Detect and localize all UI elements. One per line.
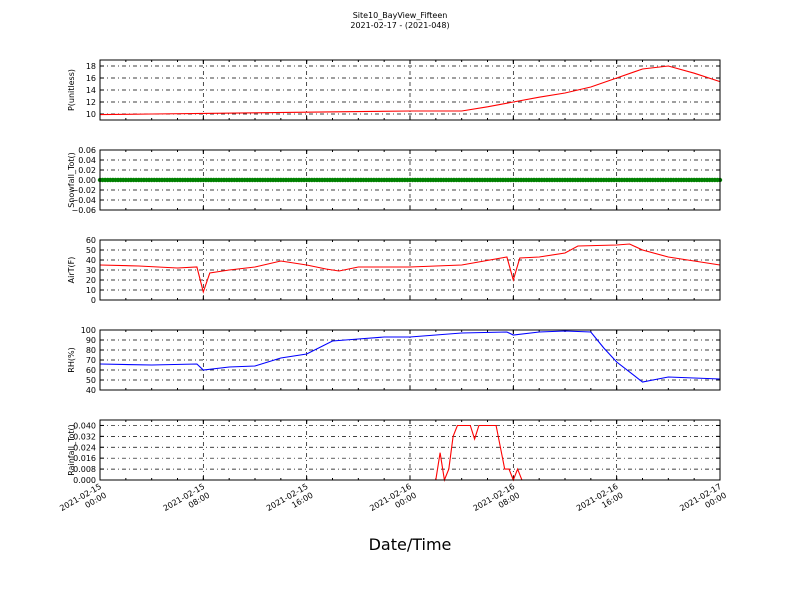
panel-frame xyxy=(99,59,721,121)
x-tick-label: 2021-02-1700:00 xyxy=(678,482,728,522)
x-tick-label: 2021-02-1600:00 xyxy=(368,482,418,522)
panel-frame xyxy=(99,419,721,481)
x-tick-label: 2021-02-1508:00 xyxy=(162,482,212,522)
y-tick-label: 60 xyxy=(86,366,96,375)
y-axis-label: Snowfall_Tot() xyxy=(67,152,76,208)
y-tick-label: 0.008 xyxy=(73,465,96,474)
chart-title: Site10_BayView_Fifteen xyxy=(353,11,448,20)
chart-subtitle: 2021-02-17 - (2021-048) xyxy=(350,21,449,30)
y-tick-label: 0.024 xyxy=(73,443,96,452)
y-tick-label: 0.06 xyxy=(78,146,96,155)
y-tick-label: 0 xyxy=(91,296,96,305)
series-line xyxy=(99,65,721,116)
y-tick-label: 16 xyxy=(86,74,96,83)
y-tick-label: 0.02 xyxy=(78,166,96,175)
y-tick-label: 0.04 xyxy=(78,156,96,165)
y-tick-label: 50 xyxy=(86,376,96,385)
y-tick-label: −0.04 xyxy=(71,196,96,205)
y-axis-label: P(unitless) xyxy=(67,69,76,111)
y-tick-label: 50 xyxy=(86,246,96,255)
y-tick-label: 20 xyxy=(86,276,96,285)
y-axis-label: RH(%) xyxy=(67,347,76,372)
y-tick-label: 0.040 xyxy=(73,421,96,430)
y-tick-label: 0.032 xyxy=(73,432,96,441)
y-axis-label: Rainfall_Tot() xyxy=(67,424,76,476)
y-tick-label: 14 xyxy=(86,86,96,95)
x-tick-label: 2021-02-1516:00 xyxy=(265,482,315,522)
y-axis-label: AirT(F) xyxy=(67,257,76,284)
y-tick-label: 40 xyxy=(86,386,96,395)
series-line xyxy=(99,330,721,383)
y-tick-label: 10 xyxy=(86,286,96,295)
x-axis-tick-labels: 2021-02-1500:00 2021-02-1508:00 2021-02-15… xyxy=(58,482,728,522)
y-tick-label: 10 xyxy=(86,110,96,119)
y-tick-label: −0.06 xyxy=(71,206,96,215)
y-tick-label: 80 xyxy=(86,346,96,355)
y-tick-label: 0.00 xyxy=(78,176,96,185)
x-tick-label: 2021-02-1616:00 xyxy=(575,482,625,522)
y-tick-label: −0.02 xyxy=(71,186,96,195)
y-tick-label: 70 xyxy=(86,356,96,365)
series-line xyxy=(99,243,721,294)
panel-frame xyxy=(99,239,721,301)
y-tick-label: 40 xyxy=(86,256,96,265)
chart-panels: 1012141618P(unitless)−0.06−0.04−0.020.00… xyxy=(67,59,723,485)
x-tick-label: 2021-02-1500:00 xyxy=(58,482,108,522)
x-axis-label: Date/Time xyxy=(369,535,452,554)
y-tick-label: 90 xyxy=(86,336,96,345)
y-tick-label: 100 xyxy=(81,326,96,335)
x-tick-label: 2021-02-1608:00 xyxy=(472,482,522,522)
panel-5: 0.000 0.008 0.016 0.024 0.032 0.040Rainfall_T… xyxy=(67,419,721,485)
panel-frame xyxy=(99,329,721,391)
panel-2: −0.06−0.04−0.020.000.020.040.06Snowfall_… xyxy=(67,146,723,215)
y-tick-label: 0.016 xyxy=(73,454,96,463)
y-tick-label: 60 xyxy=(86,236,96,245)
y-tick-label: 0.000 xyxy=(73,476,96,485)
panel-frame xyxy=(99,149,721,211)
y-tick-label: 30 xyxy=(86,266,96,275)
y-tick-label: 18 xyxy=(86,62,96,71)
y-tick-label: 12 xyxy=(86,98,96,107)
panel-1: 10 12 14 16 18 P(unitless) xyxy=(67,59,721,121)
